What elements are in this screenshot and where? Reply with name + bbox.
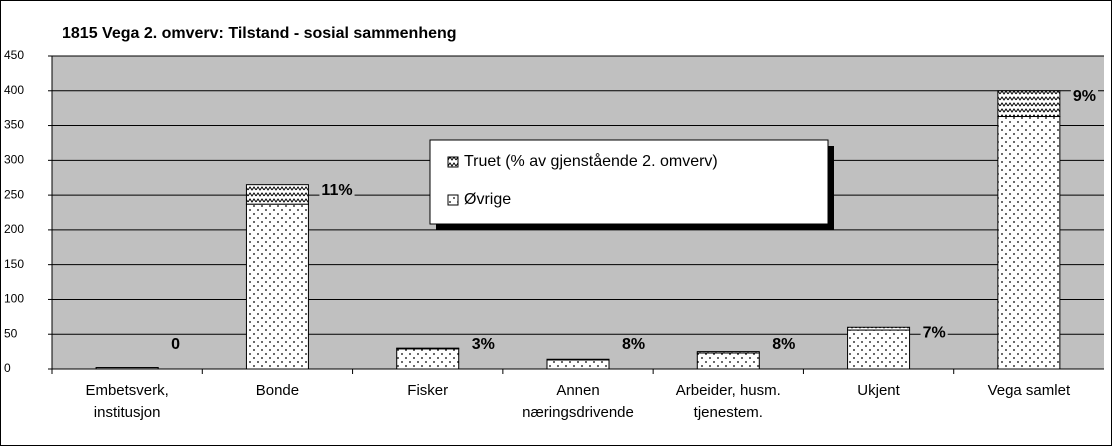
- y-tick-label: 250: [4, 187, 24, 201]
- data-label-bg: [620, 336, 648, 354]
- data-label: 8%: [772, 336, 795, 353]
- data-label-bg: [319, 181, 355, 199]
- legend-swatch: [447, 194, 459, 206]
- data-label: 0: [171, 336, 180, 353]
- data-label-bg: [770, 336, 798, 354]
- legend: Truet (% av gjenstående 2. omverv) Øvrige: [429, 139, 834, 230]
- bar-segment: [997, 90, 1061, 118]
- y-tick-label: 0: [4, 361, 11, 375]
- y-tick-label: 200: [4, 222, 24, 236]
- legend-swatch: [447, 156, 459, 168]
- data-label-bg: [920, 324, 948, 342]
- data-label-bg: [1070, 87, 1098, 106]
- data-label: 3%: [472, 336, 495, 353]
- y-tick-label: 100: [4, 292, 24, 306]
- data-label: 11%: [321, 182, 352, 199]
- x-tick-label: Annen næringsdrivende: [522, 382, 634, 421]
- data-label: 8%: [622, 336, 645, 353]
- bar-segment: [696, 352, 760, 370]
- y-tick-label: 350: [4, 118, 24, 132]
- legend-box: [429, 139, 829, 225]
- legend-label: Truet (% av gjenstående 2. omverv): [464, 152, 718, 170]
- x-tick-label: Vega samlet: [987, 382, 1071, 399]
- bar-segment: [396, 347, 460, 350]
- x-tick-label: Bonde: [255, 382, 300, 399]
- bar-segment: [847, 329, 911, 370]
- x-tick-label: Embetsverk, institusjon: [85, 382, 169, 421]
- bar-segment: [396, 348, 460, 370]
- y-tick-label: 300: [4, 153, 24, 167]
- bar-segment: [696, 351, 760, 354]
- bar-segment: [847, 326, 911, 331]
- data-label: 7%: [923, 324, 946, 341]
- legend-label: Øvrige: [464, 191, 511, 208]
- x-tick-label: Fisker: [407, 382, 449, 399]
- data-label: 9%: [1073, 88, 1096, 105]
- data-label-bg: [469, 336, 497, 354]
- bar-segment: [546, 358, 610, 361]
- y-tick-label: 50: [4, 326, 18, 340]
- bar-segment: [245, 184, 309, 205]
- x-tick-label: Ukjent: [857, 382, 900, 399]
- bar-segment: [546, 359, 610, 370]
- data-label-bg: [169, 336, 183, 354]
- x-tick-label: Arbeider, husm. tjenestem.: [675, 382, 781, 421]
- y-tick-label: 400: [4, 83, 24, 97]
- y-tick-label: 150: [4, 257, 24, 271]
- chart-title: 1815 Vega 2. omverv: Tilstand - sosial s…: [62, 25, 457, 42]
- bar-segment: [997, 116, 1061, 370]
- bar-segment: [245, 203, 309, 370]
- y-tick-label: 450: [4, 48, 24, 62]
